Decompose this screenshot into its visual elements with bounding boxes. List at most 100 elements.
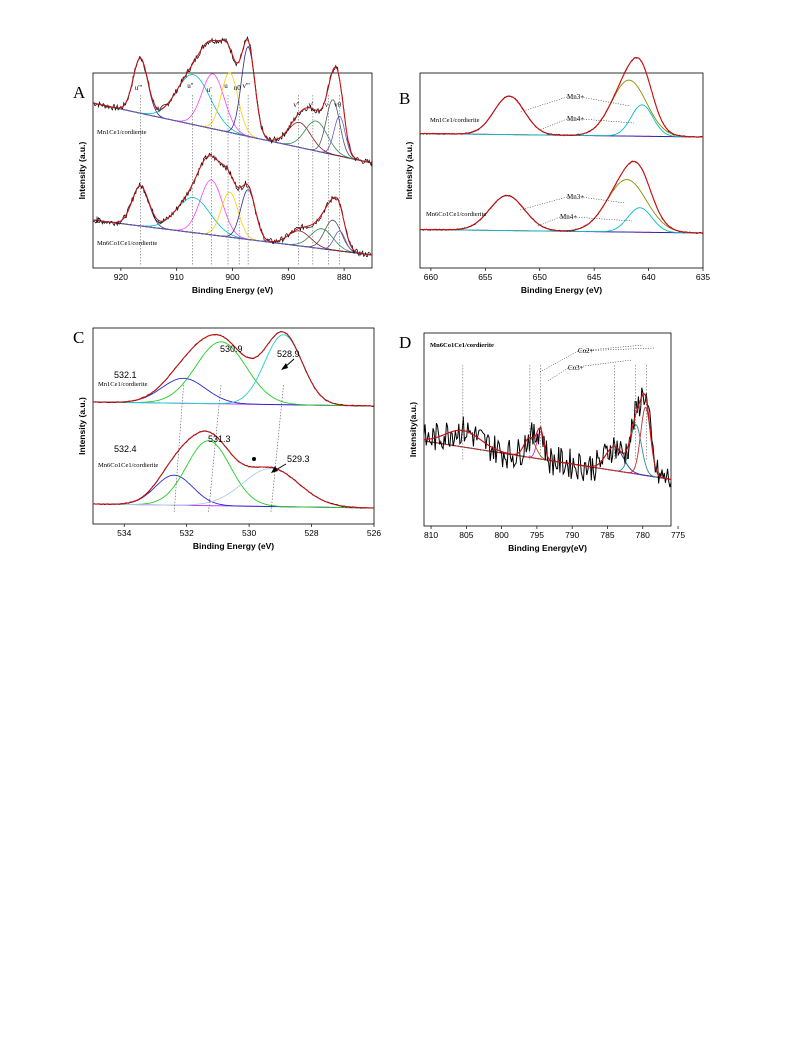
panel-a-fit-envelope bbox=[92, 155, 373, 256]
panel-d-x-tick-label: 780 bbox=[636, 530, 650, 540]
panel-a-peak-label: v''' bbox=[242, 82, 249, 90]
panel-c: 534 532 530 528 526 Binding Energy (eV) Intens… bbox=[77, 327, 381, 551]
panel-a-component-peak bbox=[92, 219, 373, 256]
panel-c-peak-value: 528.9 bbox=[277, 349, 300, 359]
panel-a-peak-label: u'' bbox=[187, 82, 193, 90]
panel-a-sample-label: Mn6Co1Ce1/cordierite bbox=[97, 240, 157, 247]
panel-b-peak-label: Mn4+ bbox=[560, 213, 577, 221]
panel-a-peak-label: v'' bbox=[293, 101, 299, 109]
panel-c-x-tick-label: 526 bbox=[367, 528, 381, 538]
panel-a-peak-label: u' bbox=[207, 86, 212, 94]
panel-a-x-axis-label: Binding Energy (eV) bbox=[192, 285, 273, 295]
panel-b-label-leader bbox=[539, 118, 568, 131]
panel-d-peak-label: Co2+ bbox=[578, 347, 594, 355]
panel-d-fit-envelope bbox=[424, 392, 672, 480]
panel-b-label-leader bbox=[580, 196, 626, 204]
panel-b-x-tick-label: 650 bbox=[533, 272, 547, 282]
panel-b-sample-label: Mn6Co1Ce1/cordierite bbox=[426, 211, 486, 218]
panel-d-x-tick-label: 795 bbox=[530, 530, 544, 540]
panel-a-peak-label: u''' bbox=[135, 84, 142, 92]
panel-b-x-tick-label: 655 bbox=[478, 272, 492, 282]
panel-b-label-leader bbox=[573, 216, 633, 222]
panel-c-x-axis-label: Binding Energy (eV) bbox=[193, 541, 274, 551]
panel-a-x-tick-label: 890 bbox=[281, 272, 295, 282]
panel-a-extra-label: b bbox=[96, 215, 101, 225]
panel-b-raw-data bbox=[419, 160, 704, 234]
panel-d-x-tick-label: 785 bbox=[600, 530, 614, 540]
panel-a-peak-label: u0 bbox=[234, 84, 242, 92]
panel-c-x-tick-label: 534 bbox=[117, 528, 131, 538]
panel-d-x-tick-label: 800 bbox=[495, 530, 509, 540]
panel-b: 660 655 650 645 640 635 Binding Energy (eV) Int… bbox=[404, 56, 710, 295]
panel-c-shift-guide bbox=[270, 384, 284, 513]
panel-c-y-axis-label: Intensity (a.u.) bbox=[77, 397, 87, 455]
panel-d-peak-label: Co3+ bbox=[568, 364, 584, 372]
panel-b-x-tick-label: 645 bbox=[587, 272, 601, 282]
panel-a: 920 910 900 890 880 Binding Energy (eV) Intens… bbox=[77, 36, 373, 295]
panel-d-x-tick-label: 790 bbox=[565, 530, 579, 540]
panel-d-plot-frame bbox=[423, 332, 672, 527]
panel-c-marker-dot bbox=[252, 457, 256, 461]
panel-c-peak-value: 530.9 bbox=[220, 344, 243, 354]
panel-a-x-tick-label: 920 bbox=[114, 272, 128, 282]
panel-letter-c: C bbox=[73, 328, 84, 347]
panel-c-x-tick-label: 528 bbox=[304, 528, 318, 538]
panel-d-x-tick-label: 810 bbox=[424, 530, 438, 540]
panel-c-peak-value: 532.1 bbox=[114, 370, 137, 380]
panel-d-label-leader bbox=[577, 344, 644, 352]
panel-c-shift-guide bbox=[208, 384, 222, 513]
panel-a-component-peak bbox=[92, 102, 373, 164]
panel-c-peak-value: 531.3 bbox=[208, 434, 231, 444]
panel-c-fit-envelope bbox=[93, 331, 374, 407]
panel-b-peak-label: Mn4+ bbox=[567, 115, 584, 123]
panel-d-y-axis-label: Intensity(a.u.) bbox=[408, 402, 418, 457]
panel-c-shift-guide bbox=[173, 384, 184, 513]
panel-d-x-tick-label: 805 bbox=[459, 530, 473, 540]
panel-d-x-axis-label: Binding Energy(eV) bbox=[508, 543, 587, 553]
panel-b-label-leader bbox=[537, 216, 561, 227]
panel-b-peak-label: Mn3+ bbox=[567, 93, 584, 101]
panel-a-component-peak bbox=[92, 57, 373, 164]
panel-b-plot-frame bbox=[419, 72, 704, 269]
panel-a-x-tick-label: 900 bbox=[225, 272, 239, 282]
panel-b-peak-label: Mn3+ bbox=[567, 193, 584, 201]
panel-c-plot-frame bbox=[92, 327, 375, 525]
panel-c-arrow-head bbox=[281, 363, 288, 370]
panel-b-label-leader bbox=[580, 118, 635, 124]
panel-d-label-leader bbox=[547, 367, 569, 382]
panel-b-y-axis-label: Intensity (a.u.) bbox=[404, 142, 414, 200]
panel-c-raw-data bbox=[92, 331, 375, 407]
panel-b-label-leader bbox=[519, 96, 568, 113]
panel-c-component-peak bbox=[93, 468, 375, 509]
panel-a-fit-envelope bbox=[92, 39, 373, 164]
panel-d: 810 805 800 795 790 785 780 775 Binding Energy(e… bbox=[408, 332, 685, 553]
panel-b-fit-envelope bbox=[420, 160, 704, 234]
panel-letter-d: D bbox=[399, 333, 411, 352]
panel-b-x-axis-label: Binding Energy (eV) bbox=[521, 285, 602, 295]
panel-a-x-tick-label: 880 bbox=[337, 272, 351, 282]
panel-b-sample-label: Mn1Ce1/cordierite bbox=[430, 117, 480, 124]
panel-b-x-tick-label: 640 bbox=[641, 272, 655, 282]
panel-c-raw-data bbox=[92, 430, 375, 509]
panel-c-sample-label: Mn6Co1Ce1/cordierite bbox=[98, 462, 158, 469]
panel-a-peak-label: v0 bbox=[334, 101, 342, 109]
panel-c-x-tick-label: 532 bbox=[180, 528, 194, 538]
panel-b-fit-envelope bbox=[420, 56, 703, 138]
panel-c-x-tick-label: 530 bbox=[242, 528, 256, 538]
panel-c-sample-label: Mn1Ce1/cordierite bbox=[98, 381, 148, 388]
panel-c-arrow-head bbox=[271, 466, 278, 473]
panel-b-component-peak bbox=[420, 179, 704, 234]
panel-b-label-leader bbox=[580, 96, 631, 107]
panel-c-peak-value: 532.4 bbox=[114, 444, 137, 454]
panel-a-peak-label: v bbox=[325, 101, 329, 109]
panel-d-sample-label: Mn6Co1Ce1/cordierite bbox=[430, 342, 494, 349]
panel-b-label-leader bbox=[519, 196, 568, 211]
panel-a-y-axis-label: Intensity (a.u.) bbox=[77, 142, 87, 200]
panel-a-x-tick-label: 910 bbox=[170, 272, 184, 282]
panel-a-peak-label: u bbox=[224, 82, 228, 90]
panel-a-peak-label: v' bbox=[308, 101, 313, 109]
panel-c-peak-value: 529.3 bbox=[287, 454, 310, 464]
panel-c-fit-envelope bbox=[93, 430, 375, 509]
panel-d-label-leader bbox=[577, 347, 656, 352]
